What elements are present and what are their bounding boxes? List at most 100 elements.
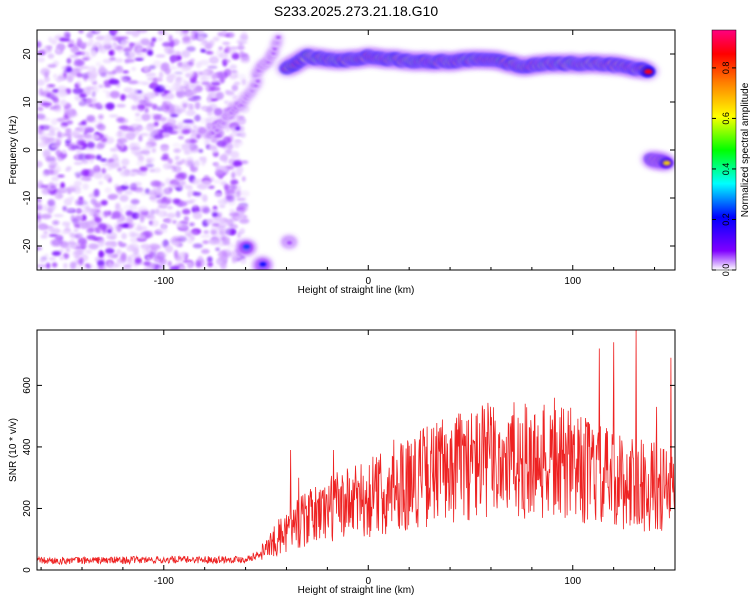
noise-speck: [153, 128, 162, 136]
noise-speck: [51, 176, 60, 182]
noise-speck: [200, 234, 211, 238]
noise-speck: [98, 265, 104, 270]
noise-speck: [89, 39, 94, 43]
noise-speck: [121, 266, 132, 270]
noise-speck: [203, 230, 210, 234]
noise-speck: [38, 225, 48, 230]
noise-speck: [198, 148, 204, 153]
noise-speck: [83, 76, 88, 82]
noise-speck: [55, 48, 62, 54]
noise-speck: [77, 37, 82, 46]
noise-speck: [213, 179, 221, 184]
noise-speck: [169, 113, 179, 118]
noise-speck: [233, 168, 244, 174]
noise-speck: [131, 66, 137, 72]
noise-speck: [173, 250, 179, 258]
noise-speck: [106, 32, 114, 41]
noise-speck: [218, 46, 223, 51]
noise-speck: [209, 86, 221, 92]
noise-speck: [136, 53, 143, 57]
noise-speck: [90, 49, 97, 57]
noise-speck: [48, 136, 55, 143]
noise-speck: [59, 40, 64, 44]
noise-speck: [50, 143, 60, 149]
noise-speck: [154, 264, 165, 269]
noise-speck: [105, 241, 113, 250]
noise-speck: [107, 260, 113, 269]
noise-speck: [76, 148, 82, 155]
noise-speck: [64, 245, 74, 249]
noise-speck: [76, 79, 82, 88]
noise-speck: [131, 104, 137, 111]
noise-speck: [54, 77, 64, 82]
noise-speck: [84, 206, 91, 211]
noise-speck: [211, 72, 219, 79]
noise-speck: [169, 265, 181, 270]
noise-speck: [215, 247, 220, 252]
noise-speck: [182, 35, 191, 43]
noise-speck: [109, 162, 121, 169]
noise-speck: [85, 249, 93, 255]
noise-speck: [225, 32, 235, 38]
noise-speck: [223, 233, 229, 239]
noise-speck: [59, 255, 65, 261]
noise-speck: [160, 145, 169, 152]
noise-speck: [207, 261, 214, 268]
noise-speck: [69, 261, 77, 270]
noise-speck: [160, 155, 170, 161]
chart-title: S233.2025.273.21.18.G10: [274, 3, 438, 19]
noise-speck: [45, 262, 51, 269]
noise-speck: [56, 156, 62, 162]
noise-speck: [84, 263, 90, 267]
noise-speck: [56, 130, 62, 139]
noise-speck: [136, 160, 145, 167]
noise-speck: [94, 256, 105, 264]
noise-speck: [239, 190, 250, 197]
noise-speck: [147, 50, 154, 56]
noise-speck: [116, 218, 123, 224]
noise-speck: [78, 196, 84, 200]
noise-speck: [119, 194, 129, 202]
noise-speck: [80, 121, 87, 125]
trace-core: [272, 47, 277, 51]
noise-speck: [98, 114, 104, 120]
noise-speck: [65, 168, 71, 172]
noise-speck: [48, 257, 57, 261]
noise-speck: [215, 91, 225, 100]
noise-speck: [217, 238, 222, 242]
noise-speck: [196, 133, 201, 140]
noise-speck: [47, 161, 56, 166]
y-tick-label: -20: [22, 238, 33, 253]
noise-speck: [141, 113, 151, 122]
noise-speck: [215, 169, 225, 178]
noise-speck: [59, 99, 67, 107]
y-tick-label: -10: [22, 190, 33, 205]
noise-speck: [191, 230, 199, 235]
noise-speck: [50, 38, 58, 45]
noise-speck: [161, 202, 167, 207]
noise-speck: [86, 234, 97, 240]
x-tick-label: 100: [564, 276, 581, 287]
noise-speck: [68, 232, 75, 237]
noise-speck: [116, 103, 126, 108]
noise-speck: [172, 142, 181, 148]
noise-speck: [130, 237, 138, 244]
noise-speck: [151, 37, 157, 43]
noise-speck: [191, 33, 198, 41]
noise-speck: [158, 190, 165, 198]
noise-speck: [202, 156, 207, 164]
noise-speck: [191, 178, 202, 184]
noise-speck: [182, 119, 194, 124]
noise-speck: [186, 46, 196, 52]
noise-speck: [161, 96, 168, 100]
noise-speck: [102, 89, 108, 93]
noise-speck: [93, 201, 102, 209]
noise-speck: [37, 101, 43, 107]
noise-speck: [116, 225, 122, 233]
noise-speck: [180, 65, 191, 72]
noise-speck: [62, 149, 67, 155]
noise-speck: [189, 83, 197, 89]
noise-speck: [160, 84, 171, 90]
noise-speck: [163, 90, 171, 94]
noise-speck: [109, 90, 121, 99]
